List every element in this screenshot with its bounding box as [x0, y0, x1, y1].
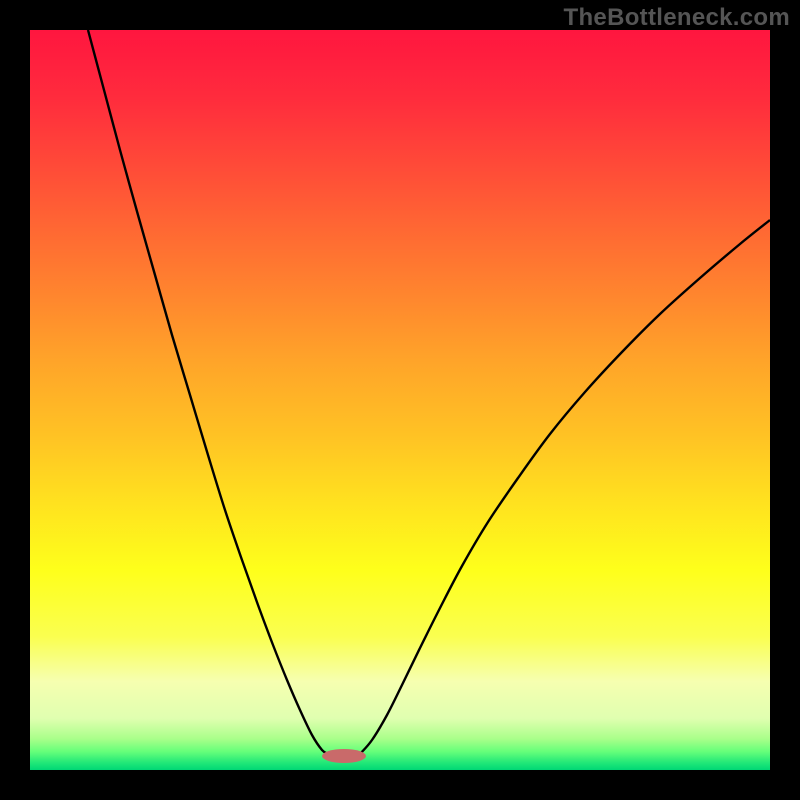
bottleneck-chart — [0, 0, 800, 800]
chart-container: TheBottleneck.com — [0, 0, 800, 800]
chart-background — [30, 30, 770, 770]
watermark-text: TheBottleneck.com — [564, 4, 790, 32]
bottleneck-marker — [322, 749, 366, 763]
